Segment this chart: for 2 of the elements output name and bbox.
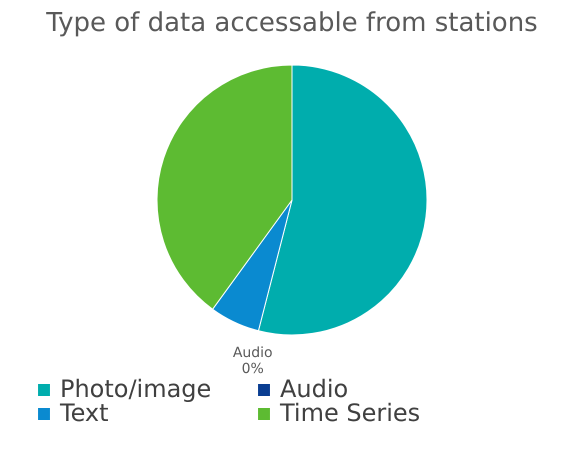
text: Audio 0% [232,345,273,378]
chart-title: Type of data accessable from stations [45,8,538,38]
